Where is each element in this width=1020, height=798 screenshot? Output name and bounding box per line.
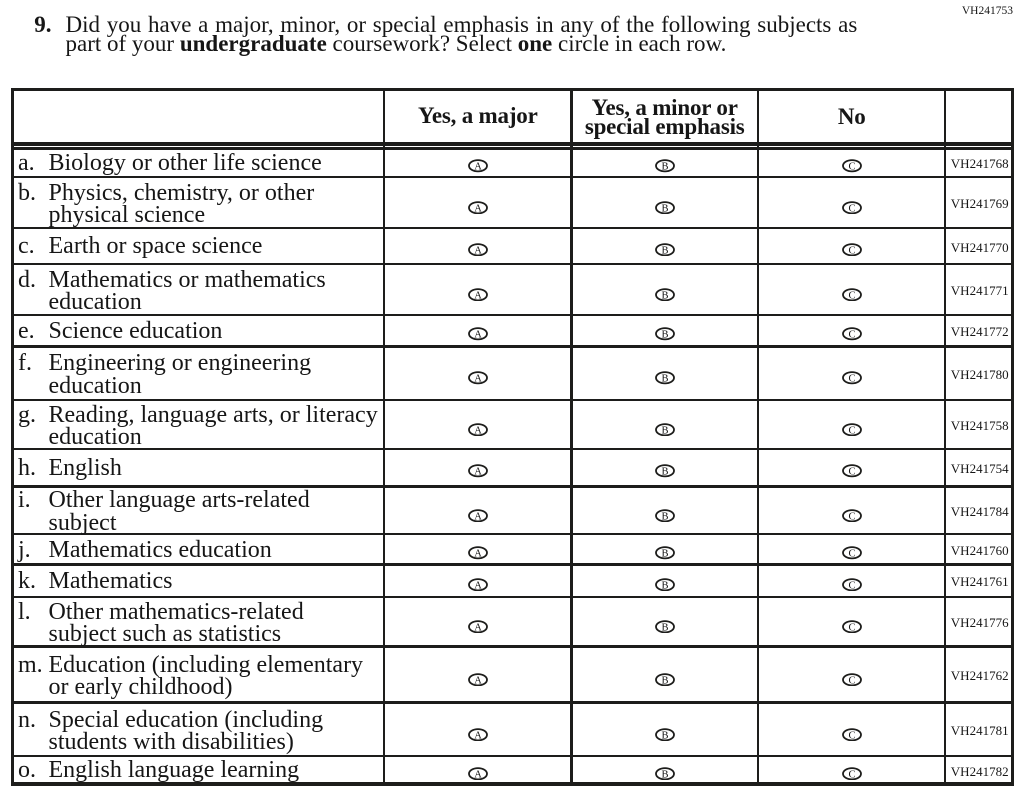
svg-text:B: B (661, 245, 668, 256)
svg-text:B: B (661, 374, 668, 385)
svg-text:B: B (661, 203, 668, 214)
svg-text:B: B (661, 511, 668, 522)
svg-text:C: C (848, 245, 855, 256)
svg-text:A: A (474, 374, 482, 385)
svg-text:A: A (474, 425, 482, 436)
svg-text:A: A (474, 203, 482, 214)
svg-text:C: C (848, 374, 855, 385)
svg-text:B: B (661, 622, 668, 633)
svg-text:B: B (661, 675, 668, 686)
svg-text:A: A (474, 730, 482, 741)
svg-text:B: B (661, 580, 668, 591)
svg-text:A: A (474, 162, 482, 173)
svg-text:C: C (848, 769, 855, 780)
svg-text:B: B (661, 330, 668, 341)
svg-text:B: B (661, 290, 668, 301)
svg-text:A: A (474, 769, 482, 780)
svg-text:A: A (474, 330, 482, 341)
svg-text:A: A (474, 580, 482, 591)
svg-text:A: A (474, 622, 482, 633)
svg-text:C: C (848, 330, 855, 341)
svg-text:B: B (661, 730, 668, 741)
svg-text:C: C (848, 548, 855, 559)
svg-text:B: B (661, 548, 668, 559)
svg-text:C: C (848, 290, 855, 301)
svg-text:A: A (474, 675, 482, 686)
svg-text:A: A (474, 467, 482, 478)
svg-text:B: B (661, 467, 668, 478)
svg-text:C: C (848, 203, 855, 214)
svg-text:A: A (474, 511, 482, 522)
svg-text:C: C (848, 675, 855, 686)
svg-text:A: A (474, 245, 482, 256)
svg-text:C: C (848, 467, 855, 478)
svg-text:C: C (848, 425, 855, 436)
svg-text:A: A (474, 548, 482, 559)
svg-text:C: C (848, 622, 855, 633)
svg-text:C: C (848, 162, 855, 173)
svg-text:B: B (661, 769, 668, 780)
svg-text:C: C (848, 730, 855, 741)
svg-text:C: C (848, 511, 855, 522)
svg-text:A: A (474, 290, 482, 301)
svg-text:B: B (661, 162, 668, 173)
svg-text:C: C (848, 580, 855, 591)
svg-text:B: B (661, 425, 668, 436)
